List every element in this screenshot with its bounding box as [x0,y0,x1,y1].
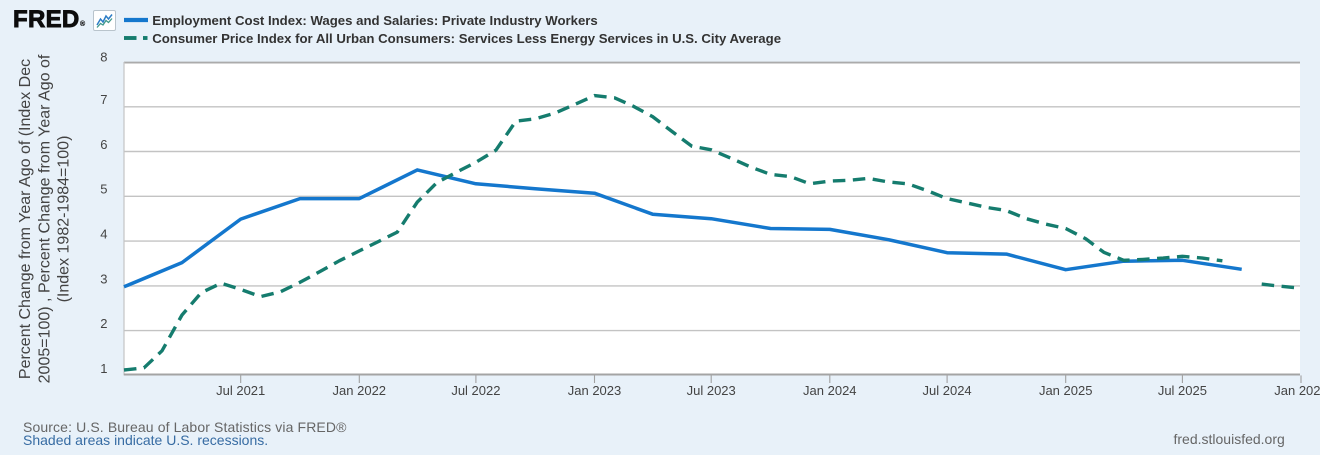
svg-text:Jan 2024: Jan 2024 [803,383,857,398]
svg-text:8: 8 [100,49,107,64]
svg-text:Jul 2025: Jul 2025 [1158,383,1207,398]
svg-text:Jul 2021: Jul 2021 [216,383,265,398]
svg-text:Jan 2022: Jan 2022 [333,383,387,398]
svg-text:Jul 2023: Jul 2023 [687,383,736,398]
svg-text:3: 3 [100,271,107,286]
svg-text:1: 1 [100,361,107,376]
svg-text:Jan 2025: Jan 2025 [1039,383,1093,398]
svg-text:2: 2 [100,316,107,331]
svg-text:(Index 1982-1984=100): (Index 1982-1984=100) [56,136,73,303]
svg-text:Jan 2023: Jan 2023 [568,383,622,398]
svg-text:Jul 2022: Jul 2022 [451,383,500,398]
svg-text:Jan 2026: Jan 2026 [1274,383,1320,398]
svg-text:Percent Change from Year Ago o: Percent Change from Year Ago of (Index D… [17,59,34,379]
svg-text:7: 7 [100,92,107,107]
svg-text:2005=100) , Percent Change fro: 2005=100) , Percent Change from Year Ago… [36,54,53,383]
svg-text:5: 5 [100,182,107,197]
svg-text:Jul 2024: Jul 2024 [923,383,972,398]
svg-text:6: 6 [100,137,107,152]
svg-text:4: 4 [100,227,107,242]
